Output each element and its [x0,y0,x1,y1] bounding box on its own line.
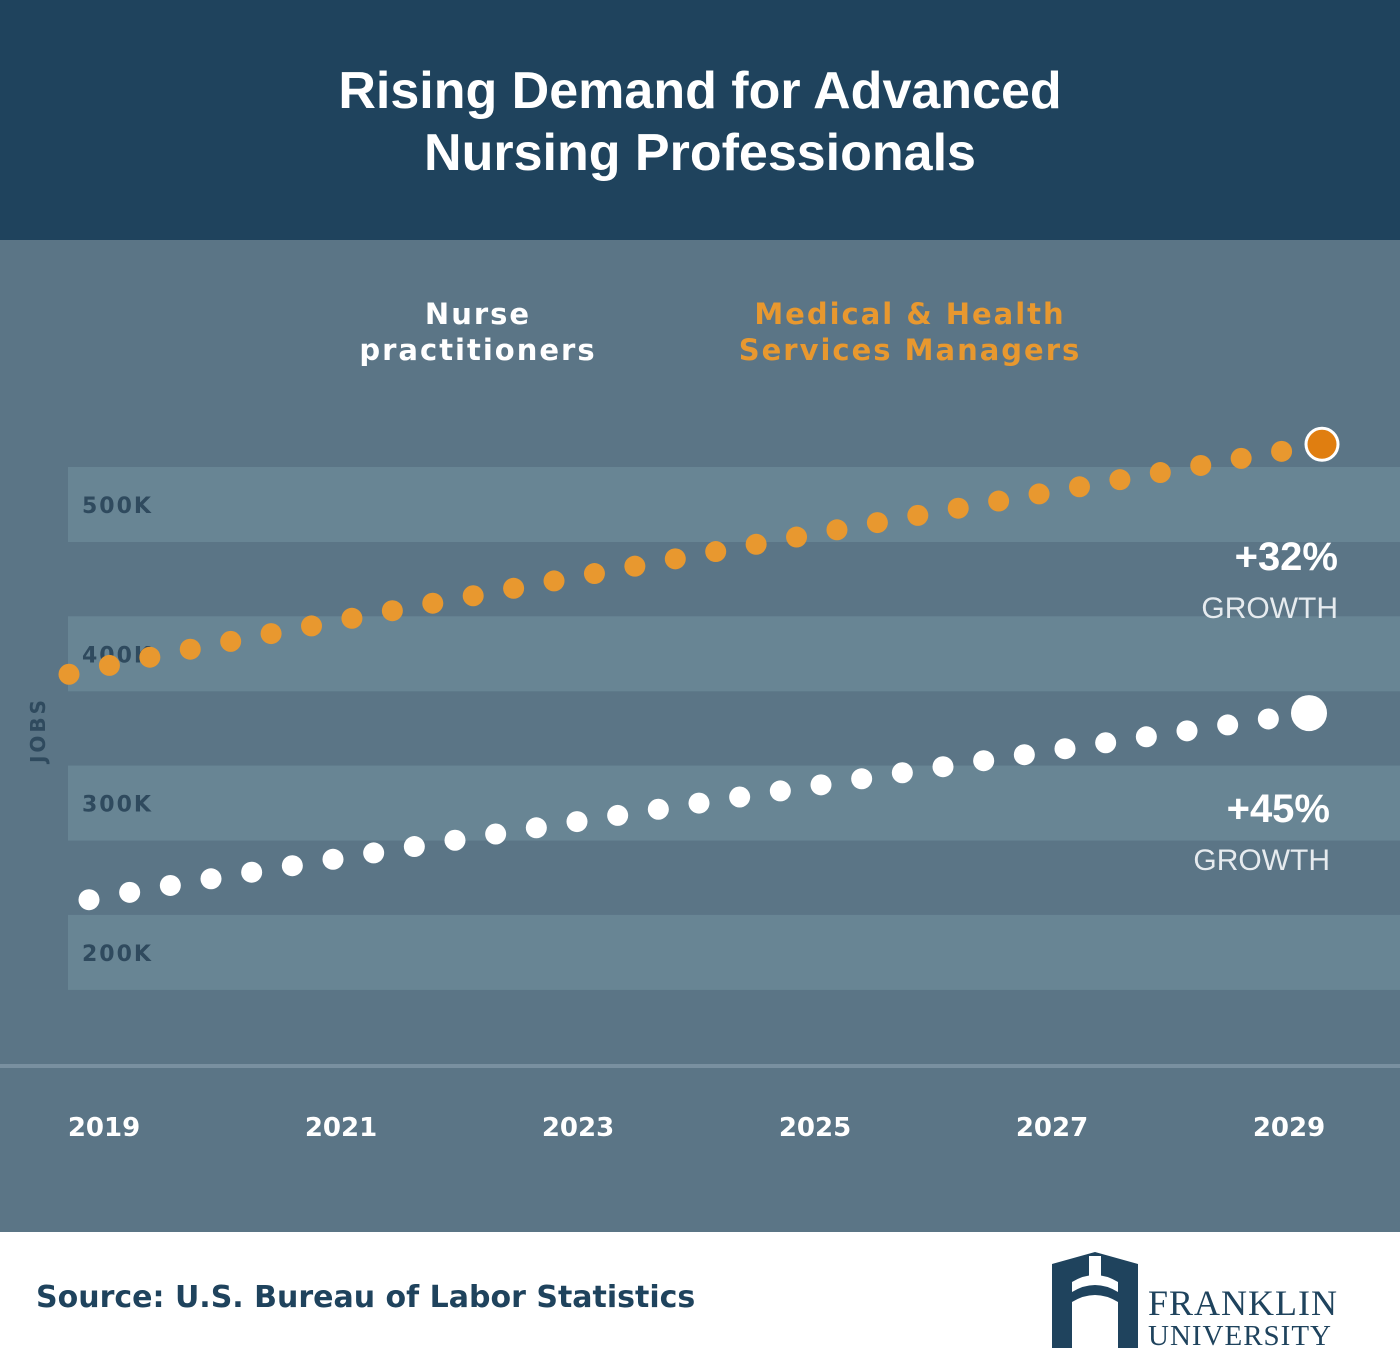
data-point [381,600,403,622]
data-point [786,526,808,548]
data-point [851,768,873,790]
growth-value: +32% [1235,535,1338,579]
data-point [139,646,161,668]
data-point [281,855,303,877]
data-point [422,592,444,614]
x-tick-label: 2027 [1016,1113,1088,1143]
data-point [159,874,181,896]
data-point [1135,726,1157,748]
title-line-2: Nursing Professionals [424,124,976,182]
title-line-1: Rising Demand for Advanced [338,62,1062,120]
x-tick-label: 2019 [68,1113,140,1143]
y-tick-label: 300K [82,793,153,818]
x-tick-label: 2023 [542,1113,614,1143]
data-point [98,654,120,676]
logo-text-university: UNIVERSITY [1148,1320,1332,1352]
data-point [583,563,605,585]
data-point [1271,440,1293,462]
data-point [543,570,565,592]
data-point [866,512,888,534]
data-point [664,548,686,570]
logo-text-franklin: FRANKLIN [1148,1283,1339,1323]
growth-value: +45% [1227,787,1330,831]
data-point [1068,476,1090,498]
data-point [444,829,466,851]
data-point [1190,454,1212,476]
data-point [810,774,832,796]
data-point [705,541,727,563]
data-point [241,861,263,883]
data-point [1149,462,1171,484]
data-point [988,490,1010,512]
data-point [607,804,629,826]
data-point [1257,708,1279,730]
data-point [769,780,791,802]
data-point [1109,469,1131,491]
chart-panel: 500K 400K 300K 200K JOBS 2019 2021 2023 2025 2027… [0,240,1400,1232]
legend-label: practitioners [359,333,596,367]
chart-title: Rising Demand for Advanced Nursing Profe… [0,60,1400,184]
data-point [688,792,710,814]
x-tick-label: 2029 [1253,1113,1325,1143]
franklin-university-logo: FRANKLIN UNIVERSITY [1050,1252,1370,1352]
data-point [745,533,767,555]
data-point [1230,447,1252,469]
legend-label: Services Managers [739,333,1082,367]
legend-label: Nurse [425,297,531,331]
arch-icon [1052,1252,1138,1348]
data-point [200,868,222,890]
header: Rising Demand for Advanced Nursing Profe… [0,0,1400,240]
legend-label: Medical & Health [754,297,1065,331]
data-point [525,817,547,839]
data-point [220,630,242,652]
data-point [503,577,525,599]
data-point [973,750,995,772]
data-point [58,663,80,685]
data-point [1176,720,1198,742]
data-point [729,786,751,808]
footer: Source: U.S. Bureau of Labor Statistics … [0,1232,1400,1372]
data-point [1028,483,1050,505]
data-point [907,504,929,526]
series-endpoint [1304,426,1340,462]
data-point [647,798,669,820]
data-point [363,842,385,864]
y-tick-label: 500K [82,494,153,519]
growth-label: GROWTH [1193,844,1330,877]
data-point [624,555,646,577]
data-point [179,638,201,660]
y-tick-label: 200K [82,942,153,967]
data-point [1054,738,1076,760]
data-point [1217,714,1239,736]
data-point [78,889,100,911]
y-band-200k [68,914,1400,990]
x-axis-line [0,1064,1400,1068]
y-band-500k [68,467,1400,542]
data-point [485,823,507,845]
data-point [891,762,913,784]
data-point [932,756,954,778]
data-point [322,848,344,870]
y-band-400k [68,616,1400,692]
data-point [119,881,141,903]
series-endpoint [1291,695,1327,732]
data-point [301,615,323,637]
x-tick-label: 2021 [305,1113,377,1143]
x-tick-label: 2025 [779,1113,851,1143]
data-point [403,836,425,858]
data-point [341,607,363,629]
data-point [566,811,588,833]
data-point [826,519,848,541]
y-axis-label: JOBS [26,697,50,765]
data-point [260,623,282,645]
source-note: Source: U.S. Bureau of Labor Statistics [36,1280,696,1315]
data-point [947,497,969,519]
data-point [1013,744,1035,766]
growth-label: GROWTH [1201,592,1338,625]
data-point [1095,732,1117,754]
data-point [462,585,484,607]
